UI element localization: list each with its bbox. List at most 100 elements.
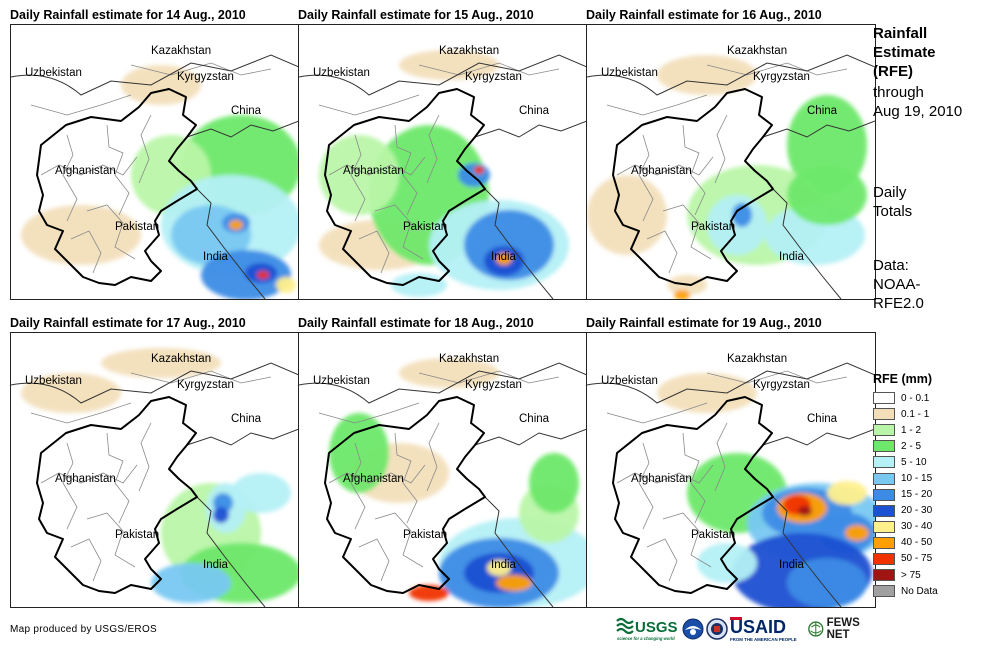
national-boundary	[587, 54, 875, 96]
rainfall-panel-18aug: Daily Rainfall estimate for 18 Aug., 201…	[298, 316, 588, 608]
province-boundary	[682, 124, 706, 216]
panel-title: Daily Rainfall estimate for 19 Aug., 201…	[586, 316, 822, 330]
map-label-india: India	[203, 251, 228, 263]
legend-swatch	[873, 585, 895, 598]
province-boundary	[328, 464, 426, 484]
rainfall-area	[496, 575, 532, 591]
rainfall-panel-17aug: Daily Rainfall estimate for 17 Aug., 201…	[10, 316, 300, 608]
province-boundary	[70, 230, 102, 274]
map-label-kazakhstan: Kazakhstan	[151, 45, 212, 57]
rfe-title-line: Rainfall	[873, 25, 928, 42]
province-boundary	[374, 204, 424, 260]
map-label-afghanistan: Afghanistan	[343, 165, 404, 177]
map-label-kyrgyzstan: Kyrgyzstan	[177, 379, 234, 391]
legend-item: 5 - 10	[873, 454, 978, 470]
national-boundary	[196, 188, 266, 299]
rainfall-area	[329, 413, 389, 493]
map-label-kazakhstan: Kazakhstan	[151, 353, 212, 365]
legend-item: 20 - 30	[873, 503, 978, 519]
province-boundary	[616, 464, 714, 484]
national-boundary	[186, 120, 299, 138]
province-boundary	[358, 538, 390, 582]
rainfall-area	[231, 473, 291, 513]
legend-title: RFE (mm)	[873, 372, 933, 386]
rainfall-map-svg	[587, 362, 875, 607]
legend-label: 0 - 0.1	[901, 392, 930, 404]
legend-swatch	[873, 569, 895, 582]
legend-swatch	[873, 456, 895, 469]
dos-seal-logo	[706, 615, 728, 643]
rainfall-map-svg	[11, 54, 299, 299]
map-label-india: India	[779, 559, 804, 571]
legend-item: 2 - 5	[873, 438, 978, 454]
through-line: through	[873, 84, 924, 101]
national-boundary	[299, 362, 587, 404]
rainfall-area	[399, 50, 499, 80]
map-label-uzbekistan: Uzbekistan	[313, 67, 370, 79]
rainfall-map: Kazakhstan Uzbekistan Kyrgyzstan China Afgha…	[298, 332, 588, 608]
map-label-kyrgyzstan: Kyrgyzstan	[177, 71, 234, 83]
afg-pak-outline	[612, 88, 774, 286]
rainfall-map-svg	[11, 348, 299, 607]
legend-label: 20 - 30	[901, 505, 933, 517]
panel-title: Daily Rainfall estimate for 15 Aug., 201…	[298, 8, 534, 22]
province-boundary	[662, 512, 712, 568]
rainfall-panel-16aug: Daily Rainfall estimate for 16 Aug., 201…	[586, 8, 876, 300]
map-label-pakistan: Pakistan	[403, 529, 448, 541]
legend-swatch	[873, 440, 895, 453]
legend-swatch	[873, 472, 895, 485]
national-boundary	[772, 188, 842, 299]
province-boundary	[426, 422, 440, 492]
map-label-india: India	[491, 251, 516, 263]
legend-label: No Data	[901, 585, 938, 597]
panel-title: Daily Rainfall estimate for 14 Aug., 201…	[10, 8, 246, 22]
afg-pak-outline	[36, 396, 198, 594]
province-boundary	[714, 422, 728, 492]
rainfall-field	[21, 348, 299, 603]
province-boundary	[394, 124, 418, 216]
province-boundary	[70, 538, 102, 582]
legend-swatch	[873, 552, 895, 565]
map-label-afghanistan: Afghanistan	[343, 473, 404, 485]
rainfall-area	[798, 506, 812, 516]
legend-label: 5 - 10	[901, 456, 927, 468]
usaid-wordmark-icon: USAID FROM THE AMERICAN PEOPLE	[730, 617, 797, 642]
globe-icon	[808, 621, 824, 637]
rainfall-area	[229, 220, 243, 230]
legend-label: 10 - 15	[901, 473, 933, 485]
national-boundary	[484, 496, 554, 607]
province-boundary	[328, 156, 426, 176]
national-boundary	[474, 120, 587, 138]
map-label-pakistan: Pakistan	[403, 221, 448, 233]
national-boundary	[484, 188, 554, 299]
map-label-afghanistan: Afghanistan	[631, 473, 692, 485]
rfe-title-line: Estimate	[873, 44, 936, 61]
province-boundary	[318, 402, 420, 424]
map-label-kazakhstan: Kazakhstan	[727, 45, 788, 57]
province-boundary	[426, 114, 440, 184]
usgs-wave-icon: USGS science for a changing world	[616, 617, 678, 641]
national-boundary	[762, 428, 875, 446]
usgs-logo: USGS science for a changing world	[616, 615, 678, 643]
agency-logos: USGS science for a changing world USAID …	[616, 615, 866, 645]
map-label-china: China	[519, 105, 550, 117]
province-boundary	[706, 370, 848, 384]
legend-label: 15 - 20	[901, 489, 933, 501]
map-label-pakistan: Pakistan	[115, 529, 160, 541]
province-boundary	[86, 512, 136, 568]
data-line: Data:	[873, 257, 909, 274]
map-label-pakistan: Pakistan	[115, 221, 160, 233]
province-boundary	[130, 370, 272, 384]
map-label-kyrgyzstan: Kyrgyzstan	[465, 379, 522, 391]
rainfall-map: Kazakhstan Uzbekistan Kyrgyzstan China Afgha…	[586, 24, 876, 300]
usaid-tagline: FROM THE AMERICAN PEOPLE	[730, 637, 797, 642]
province-boundary	[616, 156, 714, 176]
map-label-kyrgyzstan: Kyrgyzstan	[753, 71, 810, 83]
usaid-wordmark: USAID	[730, 617, 786, 637]
rainfall-area	[21, 205, 141, 265]
data-source-note: Data: NOAA- RFE2.0	[873, 256, 924, 313]
rainfall-area	[487, 560, 511, 576]
map-label-india: India	[779, 251, 804, 263]
fewsnet-logo: FEWS NET	[808, 615, 878, 643]
rfe-legend: RFE (mm) 0 - 0.1 0.1 - 1 1 - 2 2 - 5 5 - 10 1…	[873, 372, 978, 599]
